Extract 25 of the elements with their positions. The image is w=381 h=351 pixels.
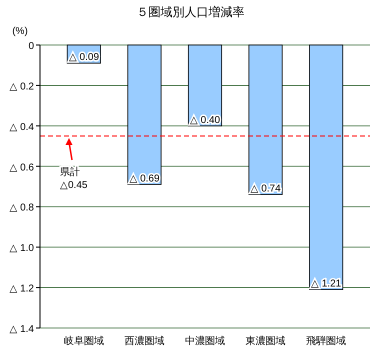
y-tick-label: △ 0.6	[9, 162, 34, 174]
data-label: △ 0.09	[68, 52, 100, 64]
bar	[188, 44, 222, 126]
x-tick-label: 東濃圏域	[246, 335, 286, 347]
y-tick-label: 0	[28, 41, 34, 52]
bar	[127, 44, 162, 185]
y-tick-label: △ 0.8	[9, 202, 34, 214]
bar	[309, 44, 344, 290]
legend-label: 県計 △0.45	[60, 166, 88, 191]
data-label: △ 1.21	[310, 278, 342, 290]
data-label: △ 0.69	[129, 173, 160, 184]
y-tick-label: △ 1.4	[9, 324, 34, 335]
bar	[248, 44, 283, 195]
y-tick-label: △ 1.0	[9, 243, 34, 254]
chart-title: ５圏域別人口増減率	[136, 5, 244, 19]
y-tick-label: △ 1.2	[9, 284, 34, 295]
x-tick-label: 中濃圏域	[185, 335, 225, 347]
data-label: △ 0.74	[250, 184, 282, 195]
x-tick-label: 飛騨圏域	[306, 335, 346, 347]
x-tick-label: 岐阜圏域	[64, 335, 104, 347]
y-tick-label: △ 0.4	[9, 122, 34, 133]
y-axis-title: (%)	[12, 26, 28, 37]
y-tick-label: △ 0.2	[9, 81, 34, 92]
data-label: △ 0.40	[190, 114, 221, 126]
x-tick-label: 西濃圏域	[124, 335, 164, 347]
